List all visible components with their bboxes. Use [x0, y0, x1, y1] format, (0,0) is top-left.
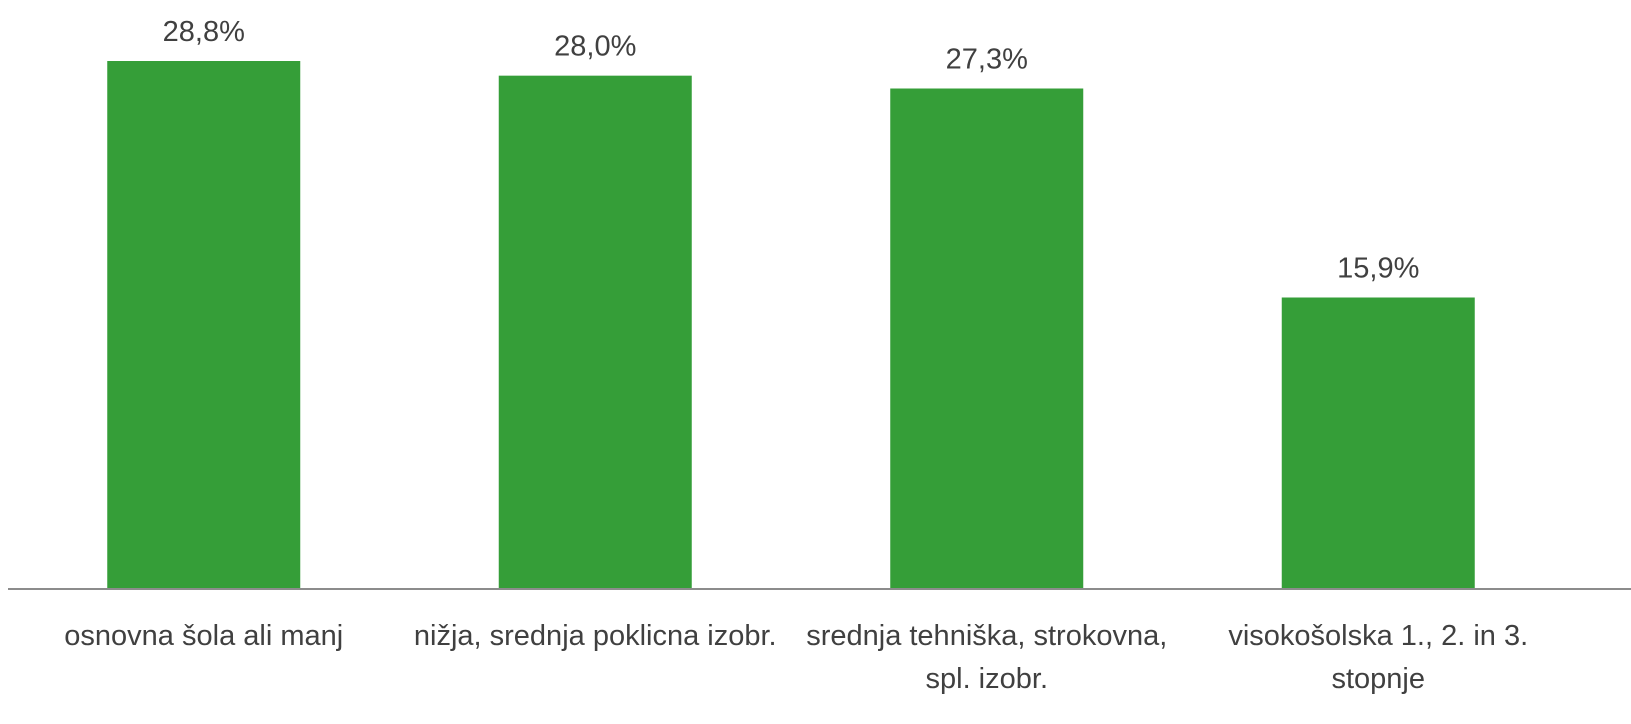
x-tick-label: nižja, srednja poklicna izobr.	[413, 620, 777, 652]
value-label: 28,8%	[163, 16, 245, 48]
bar	[890, 88, 1084, 589]
value-label: 15,9%	[1337, 253, 1419, 285]
x-tick-label: osnovna šola ali manj	[64, 620, 344, 652]
value-label: 27,3%	[946, 44, 1028, 76]
bar	[1281, 297, 1475, 589]
x-tick-label: srednja tehniška, strokovna, spl. izobr.	[806, 620, 1168, 695]
bar	[107, 61, 301, 589]
bar	[498, 75, 692, 589]
value-label: 28,0%	[554, 31, 636, 63]
x-tick-label: visokošolska 1., 2. in 3. stopnje	[1228, 620, 1529, 695]
